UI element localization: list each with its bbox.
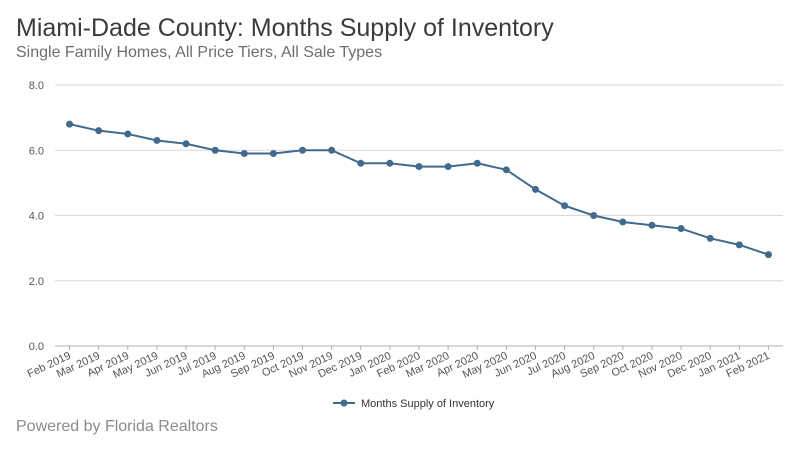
data-point[interactable]	[357, 159, 365, 167]
data-point[interactable]	[182, 140, 190, 148]
data-point[interactable]	[764, 251, 772, 259]
y-tick-label: 4.0	[29, 211, 44, 223]
data-point[interactable]	[677, 225, 685, 233]
chart-title: Miami-Dade County: Months Supply of Inve…	[16, 14, 554, 42]
data-point[interactable]	[386, 159, 394, 167]
data-point[interactable]	[153, 136, 161, 144]
legend[interactable]: Months Supply of Inventory	[333, 398, 495, 410]
data-point[interactable]	[66, 120, 74, 128]
data-point[interactable]	[328, 146, 336, 154]
data-point[interactable]	[619, 218, 627, 226]
y-tick-label: 8.0	[29, 80, 44, 92]
y-axis-ticks: 0.0 2.0 4.0 6.0 8.0	[29, 80, 44, 353]
legend-label[interactable]: Months Supply of Inventory	[361, 398, 495, 410]
data-point[interactable]	[240, 150, 248, 158]
data-point[interactable]	[95, 127, 103, 135]
data-point[interactable]	[531, 185, 539, 193]
data-point[interactable]	[444, 163, 452, 171]
data-point[interactable]	[269, 150, 277, 158]
data-point[interactable]	[648, 221, 656, 229]
y-tick-label: 2.0	[29, 276, 44, 288]
data-point[interactable]	[124, 130, 132, 138]
data-point[interactable]	[735, 241, 743, 249]
series-line	[69, 123, 769, 256]
data-point[interactable]	[473, 159, 481, 167]
data-point[interactable]	[299, 146, 307, 154]
y-tick-label: 6.0	[29, 145, 44, 157]
data-point[interactable]	[211, 146, 219, 154]
data-point[interactable]	[415, 163, 423, 171]
data-point[interactable]	[590, 212, 598, 219]
grid-layer	[55, 84, 783, 347]
data-point[interactable]	[706, 234, 714, 242]
chart-subtitle: Single Family Homes, All Price Tiers, Al…	[16, 44, 383, 61]
legend-marker	[340, 399, 348, 407]
data-point[interactable]	[502, 166, 510, 174]
series-layer	[66, 120, 772, 259]
y-tick-label: 0.0	[29, 341, 44, 353]
powered-by-credit: Powered by Florida Realtors	[16, 418, 218, 435]
data-point[interactable]	[561, 202, 569, 210]
